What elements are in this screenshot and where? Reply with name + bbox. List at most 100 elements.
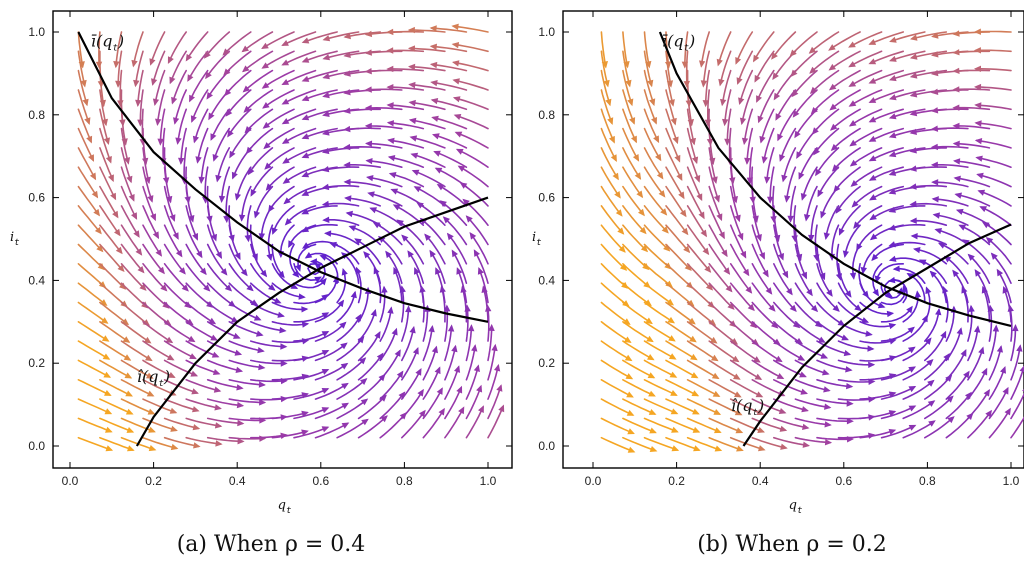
streamline [933, 214, 969, 226]
streamline [142, 205, 159, 239]
streamline-arrowhead [754, 74, 761, 83]
streamline [293, 350, 329, 362]
streamline-arrowhead [931, 196, 939, 203]
streamline-arrowhead [181, 284, 189, 292]
streamline-arrowhead [314, 276, 322, 283]
streamline-arrowhead [771, 321, 779, 329]
streamline [729, 205, 744, 240]
streamline [622, 398, 656, 415]
streamline-arrowhead [907, 326, 915, 334]
streamline-arrowhead [627, 428, 635, 435]
streamline [859, 429, 896, 439]
streamline [387, 30, 425, 33]
streamline [816, 359, 852, 371]
streamline [600, 321, 631, 343]
streamline-arrowhead [419, 409, 426, 418]
streamline-arrowhead [431, 115, 439, 122]
streamline-arrowhead [888, 132, 897, 139]
streamline [357, 395, 387, 420]
streamline-arrowhead [301, 306, 309, 313]
streamline [812, 108, 840, 134]
streamline-arrowhead [690, 353, 698, 361]
streamline [600, 340, 632, 361]
streamline [176, 108, 187, 144]
streamline [272, 205, 295, 234]
streamline-arrowhead [868, 116, 877, 123]
streamline-arrowhead [826, 289, 833, 297]
streamline-arrowhead [166, 195, 173, 204]
streamline [686, 166, 703, 200]
streamline-arrowhead [909, 200, 917, 208]
streamline-arrowhead [344, 195, 352, 202]
streamline [794, 282, 818, 312]
streamline [206, 379, 243, 389]
streamline-arrowhead [888, 241, 896, 248]
streamline-arrowhead [101, 335, 110, 342]
streamline [288, 224, 317, 247]
streamline-arrowhead [704, 265, 712, 273]
streamline [422, 388, 443, 420]
streamline [801, 166, 818, 200]
streamline-arrowhead [263, 142, 271, 150]
streamline-arrowhead [321, 147, 330, 155]
streamline-arrowhead [101, 317, 109, 324]
streamline-arrowhead [125, 408, 134, 415]
streamline [229, 127, 252, 158]
streamline [967, 326, 979, 362]
streamline [99, 263, 126, 290]
vector-field [77, 23, 505, 452]
streamline [829, 69, 861, 90]
streamline-arrowhead [360, 378, 368, 385]
streamline [945, 350, 967, 381]
streamline-arrowhead [831, 164, 839, 172]
streamline [77, 31, 84, 68]
streamline [284, 185, 317, 204]
streamline [268, 185, 295, 212]
streamline-arrowhead [158, 266, 165, 275]
streamline-arrowhead [281, 98, 290, 105]
streamline [945, 306, 955, 342]
streamline-arrowhead [476, 384, 483, 393]
streamline-arrowhead [808, 234, 815, 242]
streamline-arrowhead [429, 249, 436, 258]
y-tick-label: 1.0 [28, 25, 45, 39]
streamline [810, 205, 818, 241]
streamline [120, 243, 144, 273]
streamline [142, 340, 174, 361]
streamline [975, 30, 1012, 33]
streamline-arrowhead [799, 371, 807, 378]
streamline-arrowhead [102, 353, 111, 360]
streamline-arrowhead [277, 270, 285, 279]
streamline-arrowhead [914, 290, 922, 298]
streamline [142, 224, 162, 256]
streamline-arrowhead [832, 304, 840, 312]
streamline [77, 166, 98, 198]
streamline [185, 243, 207, 275]
streamline-arrowhead [280, 343, 288, 350]
streamline-arrowhead [645, 317, 653, 325]
streamline [751, 282, 775, 312]
streamline-arrowhead [340, 342, 348, 350]
streamline [889, 127, 926, 138]
streamline-arrowhead [651, 117, 657, 125]
streamline-arrowhead [996, 268, 1004, 277]
streamline-arrowhead [462, 198, 470, 206]
streamline-arrowhead [720, 98, 727, 107]
streamline [869, 69, 904, 84]
streamline-arrowhead [892, 265, 900, 272]
streamline-arrowhead [324, 230, 332, 237]
streamline [401, 348, 419, 381]
streamline [282, 89, 317, 105]
streamline-arrowhead [166, 354, 175, 361]
streamline-arrowhead [699, 60, 706, 68]
caption-b: (b) When ρ = 0.2 [697, 532, 887, 557]
streamline [454, 97, 489, 111]
streamline-arrowhead [280, 360, 288, 367]
streamline-arrowhead [301, 190, 310, 196]
streamline-arrowhead [295, 264, 302, 272]
streamline [363, 251, 381, 284]
streamline-arrowhead [407, 45, 415, 52]
streamline-arrowhead [301, 410, 309, 417]
streamline-arrowhead [690, 372, 699, 379]
streamline-arrowhead [364, 68, 372, 75]
